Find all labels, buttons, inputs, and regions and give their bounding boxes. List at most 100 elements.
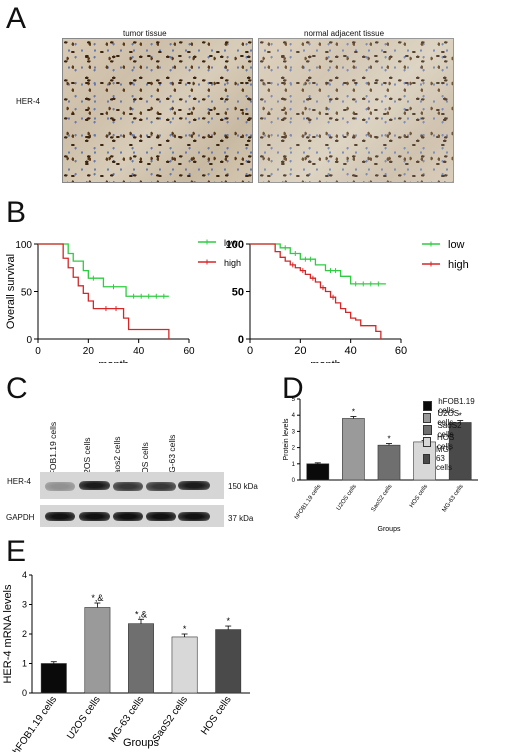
survival-curve-high	[38, 243, 170, 339]
x-tick-label: 40	[133, 346, 145, 357]
x-tick-label: 60	[395, 345, 407, 357]
gapdh-band	[79, 512, 110, 521]
gapdh-blot-label: GAPDH	[6, 513, 35, 522]
bar	[128, 623, 154, 694]
gapdh-kda-label: 37 kDa	[228, 514, 254, 523]
x-tick-label: 0	[247, 345, 253, 357]
y-tick-label: 1	[22, 659, 27, 669]
y-tick-label: 2	[22, 629, 27, 639]
significance-mark: *	[226, 616, 230, 626]
legend-item: MG-63 cells	[423, 445, 457, 472]
her4-band	[79, 481, 110, 490]
survival-curve-low	[250, 243, 386, 285]
bar	[171, 636, 198, 694]
x-category-label: MG-63 cells	[442, 484, 465, 514]
her4-blot-label: HER-4	[7, 477, 32, 486]
y-axis-title: Protein levels	[283, 418, 290, 461]
gapdh-band	[178, 512, 210, 521]
panel-e-letter: E	[6, 535, 27, 568]
gapdh-band	[146, 512, 176, 521]
y-tick-label: 100	[15, 240, 32, 251]
legend-swatch	[423, 413, 432, 423]
y-tick-label: 0	[22, 688, 27, 698]
x-tick-label: 20	[294, 345, 306, 357]
x-category-label: hFOB1.19 cells	[11, 694, 59, 752]
bar	[40, 663, 67, 694]
panel-a-letter: A	[6, 2, 27, 35]
her4-band	[45, 482, 75, 491]
significance-mark: *	[459, 412, 462, 421]
y-axis-title: Overall survival	[5, 254, 17, 329]
bar	[342, 418, 365, 481]
panel-b-letter: B	[6, 196, 27, 229]
legend-swatch	[423, 437, 431, 447]
y-tick-label: 5	[292, 397, 296, 403]
x-tick-label: 0	[35, 346, 41, 357]
bar	[306, 463, 330, 481]
y-tick-label: 4	[292, 413, 296, 419]
x-axis-title: month	[98, 359, 129, 363]
legend-item: U2OS cells	[423, 409, 463, 427]
blot-lane-labels: hFOB1.19 cells U2OS cells Saos2 cells HO…	[44, 382, 224, 480]
km-plot-right: 0 20 40 60 0 50 100 month low high	[226, 239, 469, 363]
y-tick-label: 0	[292, 478, 296, 484]
gapdh-band	[45, 512, 75, 521]
x-axis-title: Groups	[378, 526, 401, 533]
y-tick-label: 3	[292, 429, 296, 435]
bar	[215, 629, 242, 694]
km-plot-left: 0 20 40 60 0 50 100 month Overall survival low hig…	[5, 238, 241, 363]
x-category-label: SaoS2 cells	[371, 484, 394, 513]
legend-label-low: low	[224, 238, 238, 248]
legend-swatch	[423, 425, 432, 435]
y-tick-label: 50	[232, 287, 244, 299]
legend-swatch	[423, 453, 430, 464]
x-category-label: HOS cells	[199, 694, 234, 737]
legend-item: HOS cells	[423, 433, 458, 451]
her4-band	[146, 482, 176, 491]
y-tick-label: 2	[292, 446, 296, 452]
normal-tissue-title: normal adjacent tissue	[304, 29, 385, 38]
normal-tissue-micrograph	[258, 38, 454, 183]
gapdh-blot-strip	[40, 505, 224, 527]
survival-plots: 0 20 40 60 0 50 100 month Overall survival low hig…	[5, 238, 469, 363]
tumor-tissue-title: tumor tissue	[123, 29, 167, 38]
her4-band	[178, 481, 210, 490]
her4-row-label: HER-4	[16, 97, 41, 106]
x-axis-title: month	[310, 359, 341, 363]
y-tick-label: 100	[226, 239, 244, 251]
bar	[84, 607, 111, 694]
survival-curve-low	[38, 243, 169, 297]
x-category-label: hFOB1.19 cells	[294, 484, 322, 521]
her4-kda-label: 150 kDa	[228, 482, 258, 491]
her4-band	[113, 482, 143, 491]
gapdh-band	[113, 512, 143, 521]
panel-d-letter: D	[282, 372, 304, 405]
legend-label-high: high	[448, 259, 469, 271]
bar	[377, 444, 401, 481]
panel-c-letter: C	[6, 372, 28, 405]
x-category-label: U2OS cells	[336, 484, 358, 512]
y-axis-title: HER-4 mRNA levels	[2, 584, 14, 684]
tumor-tissue-micrograph	[62, 38, 253, 183]
y-tick-label: 0	[238, 334, 244, 346]
survival-curve-high	[250, 243, 382, 339]
y-tick-label: 3	[22, 600, 27, 610]
significance-mark: *	[423, 432, 426, 441]
y-tick-label: 4	[22, 570, 27, 580]
y-tick-label: 50	[21, 288, 33, 299]
x-tick-label: 20	[83, 346, 95, 357]
x-category-label: U2OS cells	[65, 694, 103, 741]
x-tick-label: 40	[345, 345, 357, 357]
y-tick-label: 1	[292, 462, 296, 468]
legend-label-high: high	[224, 258, 241, 268]
significance-mark: *	[352, 407, 355, 416]
legend-item: hFOB1.19 cells	[423, 397, 477, 415]
significance-mark: *,&	[135, 609, 147, 619]
legend-item: SaoS2 cells	[423, 421, 465, 439]
x-category-label: HOS cells	[409, 484, 429, 509]
significance-mark: *	[387, 435, 390, 444]
legend-swatch	[423, 401, 433, 411]
x-axis-title: Groups	[123, 737, 160, 749]
